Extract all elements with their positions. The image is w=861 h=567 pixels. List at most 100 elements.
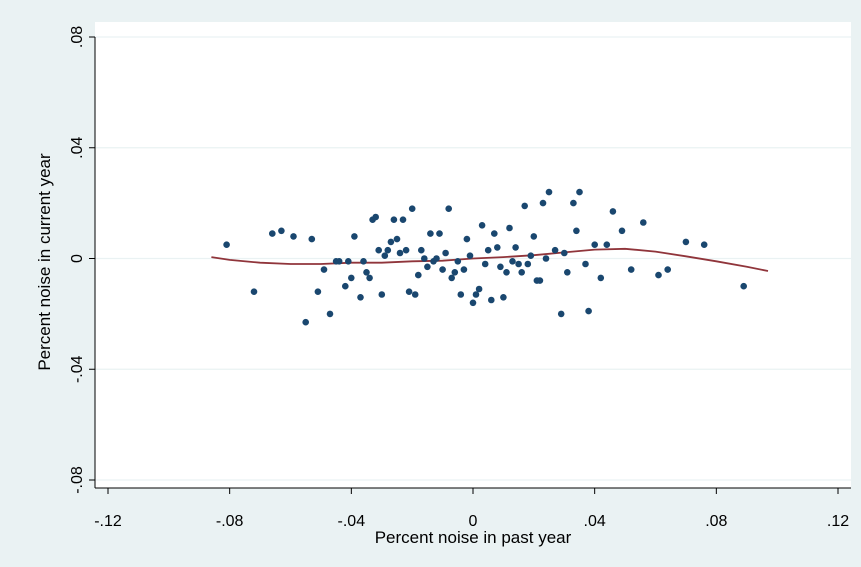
data-point [454,258,462,265]
x-tick-label: .12 [827,513,849,530]
data-point [484,246,492,254]
y-tick-label: -.04 [69,355,86,383]
data-point [475,285,483,293]
points-layer [223,188,747,326]
x-tick-label: 0 [469,513,478,530]
data-point [518,269,525,276]
data-point [740,282,747,290]
x-tick-label: .08 [705,513,727,530]
data-point [335,258,343,265]
y-tick-label: .04 [69,137,86,159]
data-point [415,271,422,279]
data-point [551,246,559,254]
data-point [436,230,443,237]
data-point [536,277,544,284]
data-point [585,307,592,315]
data-point [378,291,386,298]
data-point [320,266,328,273]
fitted-curve [211,247,769,272]
data-point [570,199,577,207]
data-point [603,241,611,248]
data-point [530,233,538,240]
data-point [515,260,522,268]
data-point [609,208,617,215]
data-point [427,230,434,237]
data-point [360,258,367,265]
data-point [497,263,504,271]
data-point [442,249,449,257]
data-point [390,216,398,223]
fit-line-layer [211,247,769,272]
data-point [564,269,571,276]
data-point [424,263,431,271]
data-point [491,230,498,237]
data-point [381,252,389,259]
data-point [408,205,416,212]
data-point [290,233,297,240]
x-axis-title: Percent noise in past year [375,528,572,547]
data-point [664,266,671,273]
data-point [308,235,316,243]
y-tick-label: 0 [69,254,86,263]
x-tick-label: -.04 [338,513,366,530]
data-point [521,202,528,210]
data-point [527,252,535,259]
data-point [384,246,392,254]
x-tick-label: -.08 [216,513,244,530]
data-point [345,258,352,265]
data-point [655,271,662,279]
data-point [582,260,589,268]
data-point [433,255,440,262]
ticks: -.08 -.04 0 .04 .08 -.12 -.08 -.04 0 .04 .08 .12 [69,26,849,530]
data-point [494,244,501,251]
data-point [372,213,380,221]
data-point [542,255,550,262]
data-point [396,249,404,257]
data-point [469,299,477,307]
y-tick-label: -.08 [69,466,86,494]
data-point [627,266,635,273]
data-point [512,244,519,251]
data-point [357,294,364,301]
y-axis-title: Percent noise in current year [35,153,54,371]
data-point [278,227,285,235]
data-point [451,269,459,276]
data-point [223,241,230,248]
data-point [363,269,370,276]
data-point [348,274,355,282]
x-tick-label: .04 [584,513,606,530]
data-point [314,288,322,296]
data-point [387,238,395,246]
data-point [439,266,446,273]
data-point [545,188,553,196]
data-point [500,294,507,301]
data-point [375,246,383,254]
data-point [421,255,428,262]
data-point [250,288,258,296]
data-point [448,274,456,282]
data-point [411,291,419,298]
data-point [472,291,480,298]
data-point [402,246,410,254]
data-point [481,260,489,268]
data-point [466,252,474,259]
x-tick-label: -.12 [94,513,122,530]
data-point [524,260,532,268]
data-point [503,269,510,276]
data-point [576,188,583,196]
data-point [418,246,425,254]
data-point [405,288,413,296]
data-point [366,274,373,282]
data-point [269,230,276,237]
data-point [342,282,349,290]
data-point [488,296,495,304]
data-point [509,258,516,265]
data-point [561,249,568,257]
data-point [351,233,358,240]
data-point [591,241,598,248]
data-point [506,224,513,232]
data-point [682,238,690,246]
data-point [557,310,565,318]
data-point [460,266,468,273]
